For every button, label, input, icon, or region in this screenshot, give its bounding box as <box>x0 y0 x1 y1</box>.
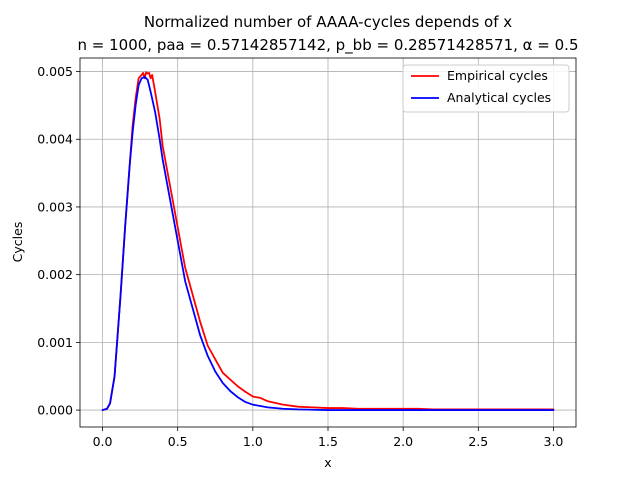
plot-area <box>79 57 577 428</box>
empirical-cycles-line <box>101 71 555 411</box>
y-tick-label: 0.005 <box>37 64 73 79</box>
x-tick-label: 1.0 <box>243 434 263 449</box>
y-axis: 0.000 0.001 0.002 0.003 0.004 0.005 <box>37 64 80 418</box>
chart-subtitle: n = 1000, paa = 0.57142857142, p_bb = 0.… <box>78 36 579 55</box>
legend: Empirical cycles Analytical cycles <box>402 64 570 113</box>
x-tick-label: 1.5 <box>318 434 338 449</box>
analytical-cycles-line <box>101 76 555 411</box>
legend-box <box>402 64 570 113</box>
y-tick-label: 0.000 <box>37 403 73 418</box>
chart-title: Normalized number of AAAA-cycles depends… <box>144 13 512 31</box>
series-layer <box>101 71 555 411</box>
y-axis-label: Cycles <box>10 222 25 263</box>
x-tick-label: 0.0 <box>93 434 113 449</box>
y-tick-label: 0.004 <box>37 132 73 147</box>
y-tick-label: 0.001 <box>37 335 73 350</box>
x-axis: 0.0 0.5 1.0 1.5 2.0 2.5 3.0 <box>93 427 564 449</box>
x-tick-label: 0.5 <box>168 434 188 449</box>
x-tick-label: 2.5 <box>468 434 488 449</box>
y-tick-label: 0.003 <box>37 199 73 214</box>
y-tick-label: 0.002 <box>37 267 73 282</box>
x-tick-label: 2.0 <box>393 434 413 449</box>
legend-label-analytical: Analytical cycles <box>447 90 551 105</box>
x-axis-label: x <box>324 455 331 470</box>
x-tick-label: 3.0 <box>544 434 564 449</box>
legend-label-empirical: Empirical cycles <box>447 68 548 83</box>
